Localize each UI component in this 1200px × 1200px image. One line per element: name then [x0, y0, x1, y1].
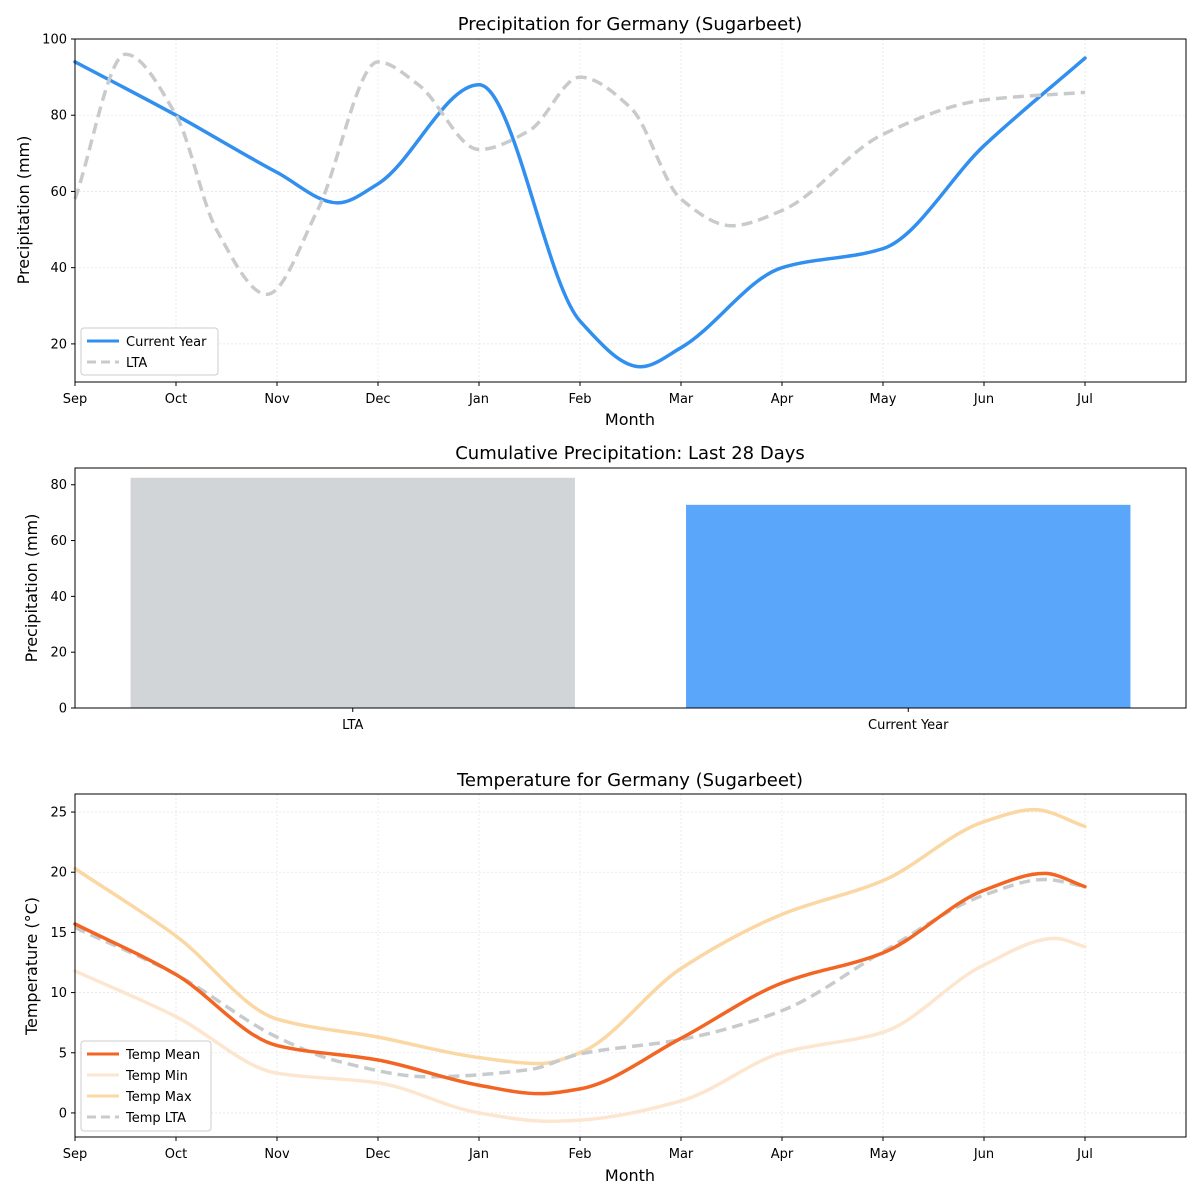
chart2-ytick-label: 40 [50, 590, 67, 605]
chart3-xtick-label: Nov [264, 1147, 290, 1162]
chart3-ytick-label: 15 [50, 926, 67, 941]
chart3-xtick-label: Dec [365, 1147, 390, 1162]
chart3-xtick-label: Oct [165, 1147, 187, 1162]
chart3-xlabel: Month [605, 1166, 655, 1185]
chart3-ytick-label: 20 [50, 866, 67, 881]
chart2-bar-current-year [686, 504, 1131, 708]
temperature-chart: Temperature for Germany (Sugarbeet) Sep O… [22, 770, 1187, 1185]
chart2-ytick-label: 20 [50, 646, 67, 661]
chart3-ticks: Sep Oct Nov Dec Jan Feb Mar Apr May Jun Jul 0 5 10 15 2… [50, 806, 1092, 1162]
chart1-line-lta [73, 52, 1086, 297]
chart2-axes-frame [74, 467, 1187, 709]
chart3-xtick-label: May [870, 1147, 897, 1162]
chart3-ytick-label: 25 [50, 806, 67, 821]
chart2-xtick-label: LTA [342, 718, 363, 733]
chart3-legend-mean: Temp Mean [125, 1048, 200, 1063]
chart3-title: Temperature for Germany (Sugarbeet) [456, 770, 803, 791]
chart1-grid [74, 38, 1186, 382]
chart3-ytick-label: 10 [50, 986, 67, 1001]
chart1-legend-current: Current Year [126, 335, 207, 350]
chart2-ylabel: Precipitation (mm) [22, 514, 41, 663]
chart1-line-current-year [73, 56, 1087, 369]
chart2-ticks: LTA Current Year 0 20 40 60 80 [50, 478, 949, 733]
chart1-ticks: Sep Oct Nov Dec Jan Feb Mar Apr May Jun Jul 20 40 60 8… [42, 33, 1093, 408]
chart3-xtick-label: Jul [1076, 1147, 1093, 1162]
cumulative-precipitation-chart: Cumulative Precipitation: Last 28 Days L… [22, 443, 1187, 733]
chart2-xtick-label: Current Year [868, 718, 949, 733]
chart2-bar-lta [130, 477, 575, 708]
chart3-legend-min: Temp Min [125, 1069, 188, 1084]
chart3-xtick-label: Feb [568, 1147, 591, 1162]
chart1-legend: Current Year LTA [80, 327, 219, 376]
chart3-legend-max: Temp Max [125, 1090, 192, 1105]
chart1-axes-frame [74, 38, 1187, 383]
chart3-xtick-label: Mar [669, 1147, 694, 1162]
chart1-xtick-label: Sep [63, 392, 88, 407]
chart1-series [73, 52, 1087, 369]
chart2-title: Cumulative Precipitation: Last 28 Days [455, 443, 805, 464]
chart1-legend-lta: LTA [126, 356, 147, 371]
chart2-bars [130, 477, 1131, 708]
chart1-xtick-label: Oct [165, 392, 187, 407]
chart3-series [73, 807, 1087, 1124]
chart1-xtick-label: Apr [771, 392, 794, 407]
chart3-ylabel: Temperature (°C) [22, 897, 41, 1036]
chart1-ylabel: Precipitation (mm) [14, 136, 33, 285]
chart2-ytick-label: 60 [50, 534, 67, 549]
chart1-xtick-label: Feb [568, 392, 591, 407]
chart3-ytick-label: 5 [59, 1046, 67, 1061]
chart3-xtick-label: Sep [63, 1147, 88, 1162]
chart1-xtick-label: Mar [669, 392, 694, 407]
chart3-legend-lta: Temp LTA [125, 1111, 186, 1126]
chart1-xlabel: Month [605, 410, 655, 429]
chart1-ytick-label: 40 [50, 261, 67, 276]
precipitation-chart: Precipitation for Germany (Sugarbeet) Se… [14, 14, 1187, 429]
chart1-ytick-label: 100 [42, 33, 67, 48]
chart3-line-temp-mean [73, 871, 1087, 1096]
chart3-line-temp-lta [74, 877, 1086, 1079]
chart1-title: Precipitation for Germany (Sugarbeet) [458, 14, 803, 35]
chart1-ytick-label: 80 [50, 109, 67, 124]
chart3-axes-frame [74, 793, 1187, 1138]
chart2-ytick-label: 0 [59, 702, 67, 717]
chart1-xtick-label: Dec [365, 392, 390, 407]
chart3-xtick-label: Jun [973, 1147, 994, 1162]
chart1-ytick-label: 20 [50, 337, 67, 352]
chart3-xtick-label: Jan [468, 1147, 489, 1162]
chart3-ytick-label: 0 [59, 1106, 67, 1121]
chart2-ytick-label: 80 [50, 478, 67, 493]
chart3-legend: Temp Mean Temp Min Temp Max Temp LTA [80, 1040, 212, 1132]
chart1-xtick-label: Jun [973, 392, 994, 407]
chart1-xtick-label: Jul [1076, 392, 1093, 407]
chart1-xtick-label: Jan [468, 392, 489, 407]
chart1-ytick-label: 60 [50, 185, 67, 200]
chart3-grid [74, 794, 1186, 1137]
chart1-xtick-label: May [870, 392, 897, 407]
chart3-xtick-label: Apr [771, 1147, 794, 1162]
chart1-xtick-label: Nov [264, 392, 290, 407]
chart3-line-temp-min [73, 936, 1087, 1124]
chart3-legend-box [80, 1040, 212, 1132]
chart3-line-temp-max [73, 807, 1087, 1066]
